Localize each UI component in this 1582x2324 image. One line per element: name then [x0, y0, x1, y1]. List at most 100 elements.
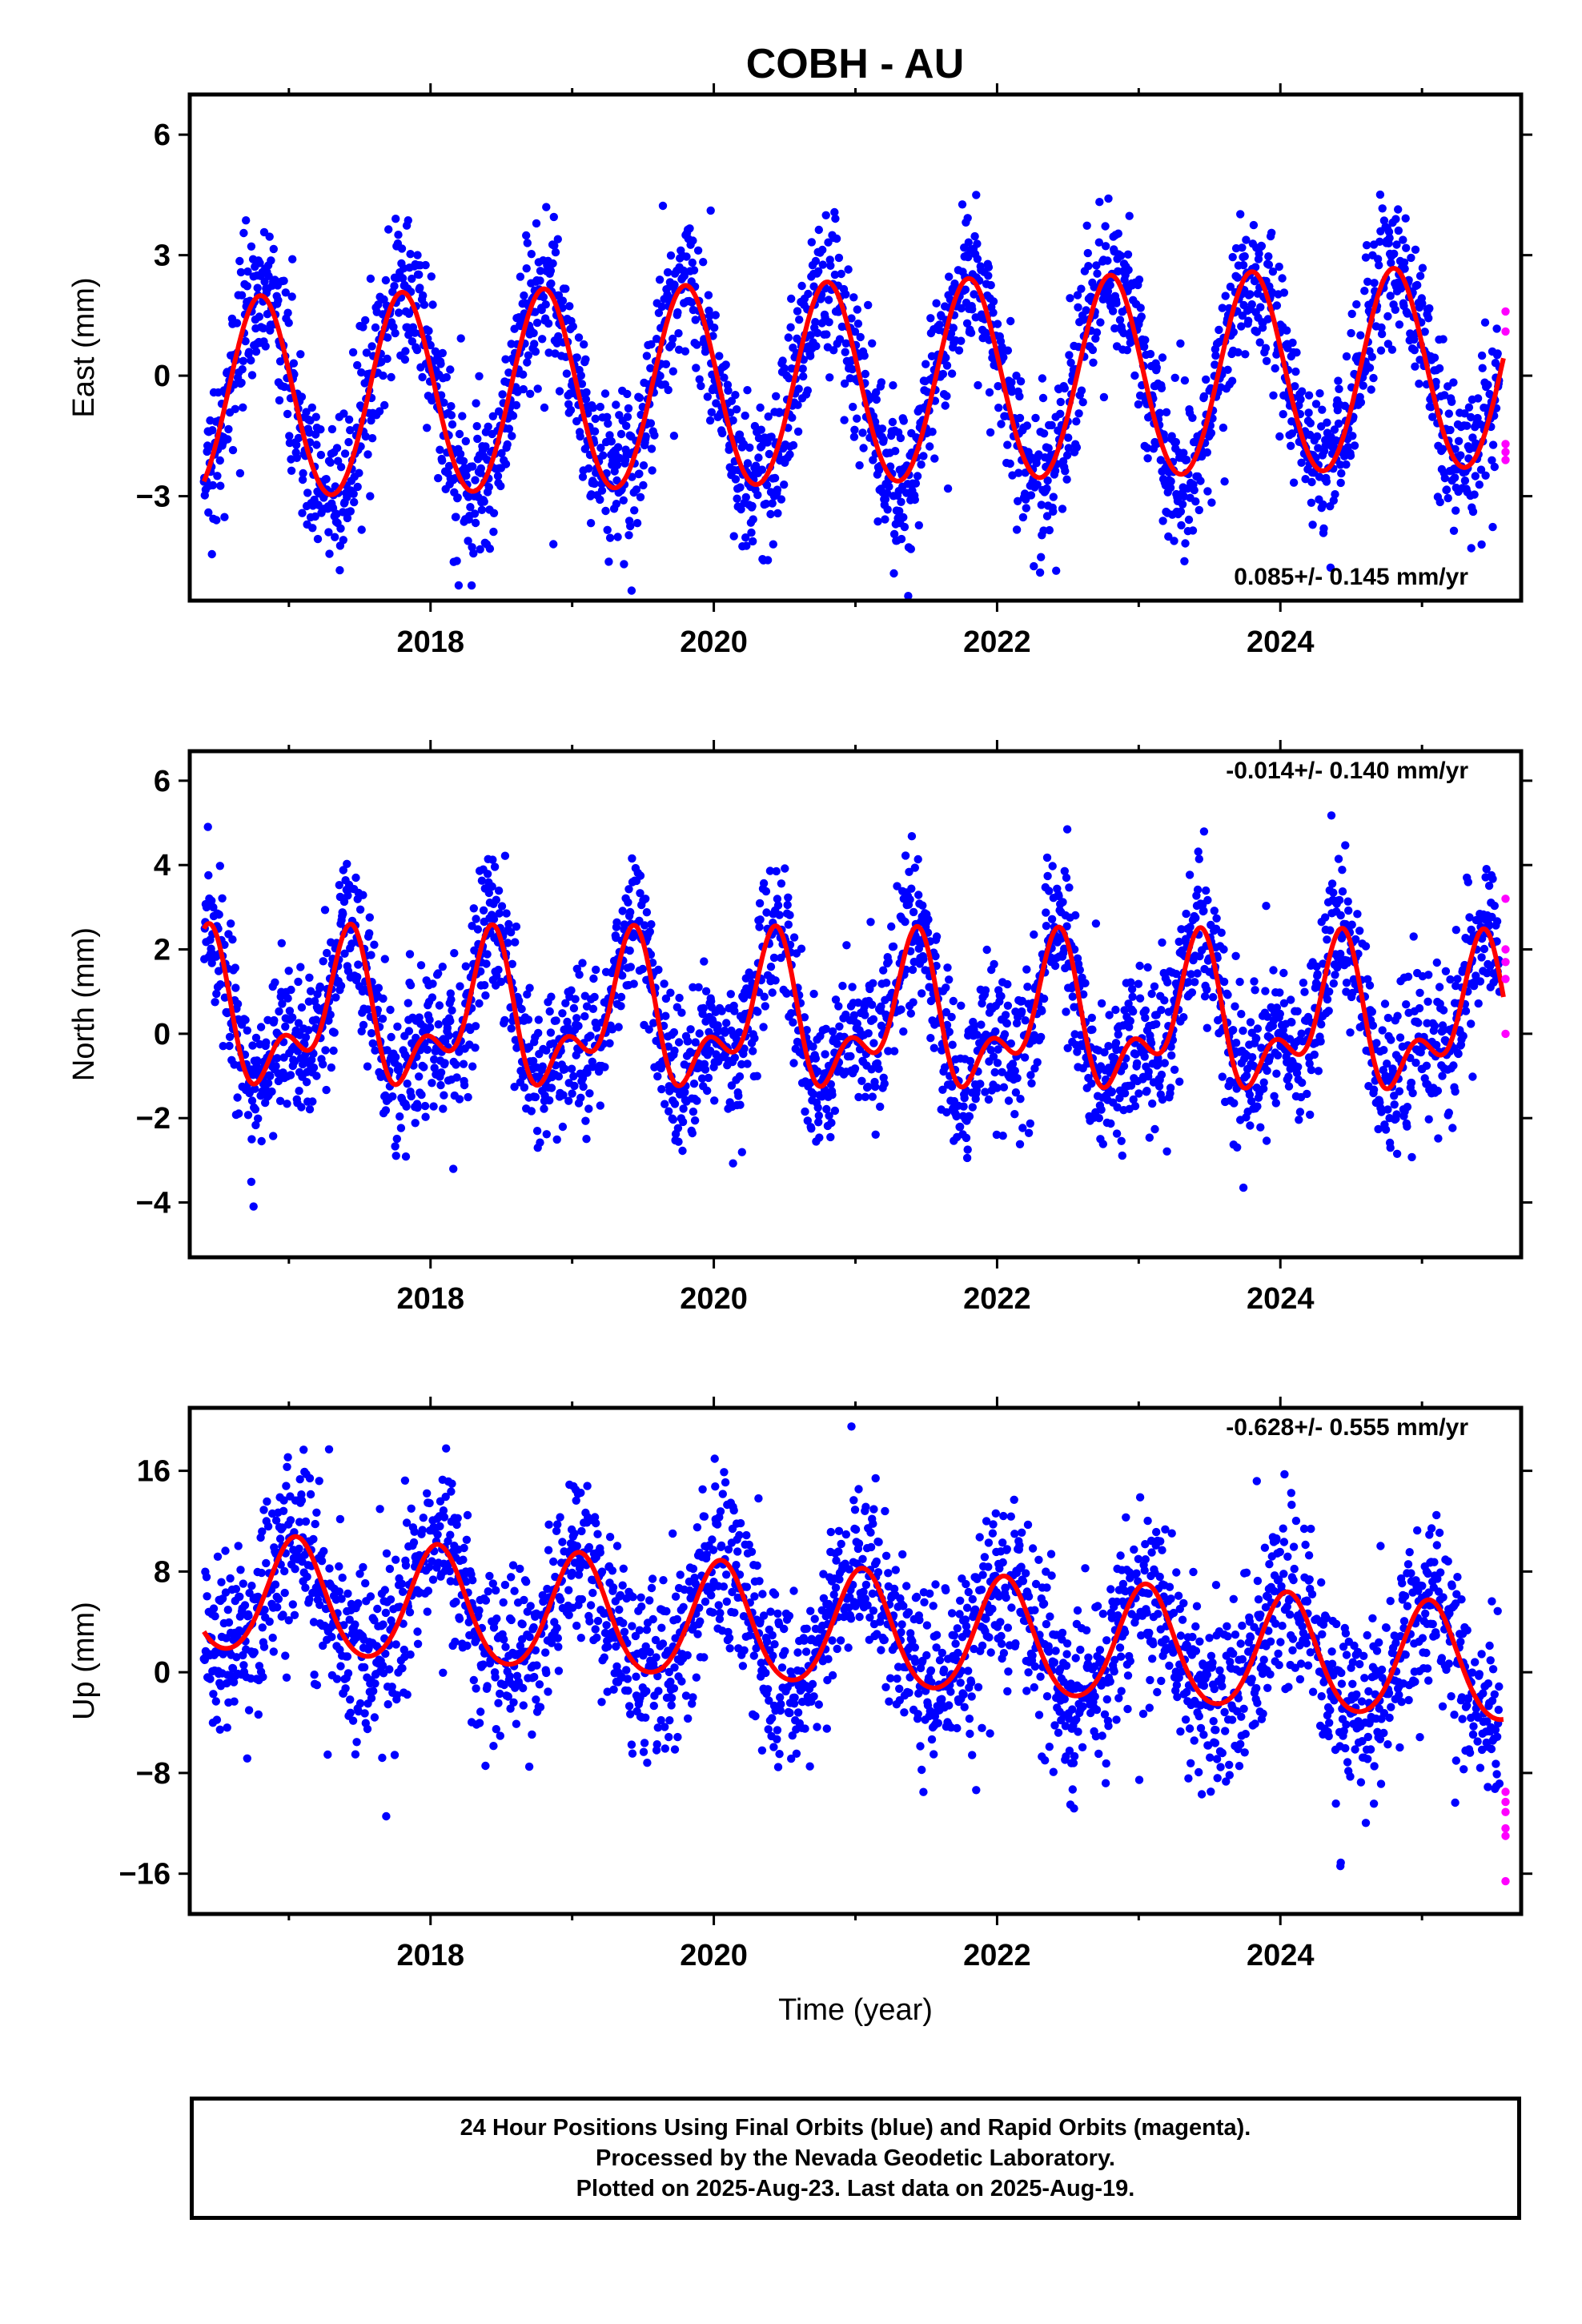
final-orbit-point [423, 424, 432, 432]
final-orbit-point [1356, 331, 1365, 340]
final-orbit-point [379, 371, 387, 380]
final-orbit-point [866, 918, 875, 927]
final-orbit-point [926, 442, 934, 451]
final-orbit-point [1272, 301, 1282, 310]
final-orbit-point [1375, 237, 1384, 246]
final-orbit-point [1039, 429, 1049, 438]
final-orbit-point [888, 417, 897, 427]
final-orbit-point [901, 917, 909, 927]
final-orbit-point [1279, 288, 1289, 297]
final-orbit-point [1395, 1087, 1404, 1096]
velocity-rate-label: 0.085+/- 0.145 mm/yr [1234, 564, 1468, 590]
final-orbit-point [879, 966, 888, 975]
final-orbit-point [605, 1039, 614, 1048]
final-orbit-point [225, 1041, 234, 1051]
final-orbit-point [1134, 979, 1143, 988]
final-orbit-point [889, 942, 898, 951]
final-orbit-point [1368, 1021, 1378, 1030]
final-orbit-point [389, 323, 398, 332]
final-orbit-point [657, 302, 666, 312]
final-orbit-point [1400, 264, 1409, 273]
final-orbit-point [612, 476, 621, 485]
final-orbit-point [532, 318, 542, 328]
final-orbit-point [1023, 983, 1032, 991]
final-orbit-point [1101, 222, 1110, 231]
final-orbit-point [841, 348, 849, 356]
final-orbit-point [647, 444, 656, 453]
final-orbit-point [1347, 920, 1356, 929]
final-orbit-point [1012, 372, 1021, 380]
final-orbit-point [489, 509, 499, 517]
final-orbit-point [558, 1122, 568, 1132]
final-orbit-point [527, 1107, 536, 1116]
final-orbit-point [551, 349, 560, 358]
final-orbit-point [367, 416, 375, 425]
final-orbit-point [759, 1023, 768, 1031]
final-orbit-point [339, 897, 349, 907]
final-orbit-point [1299, 979, 1308, 987]
final-orbit-point [484, 888, 493, 898]
final-orbit-point [1148, 1099, 1157, 1108]
final-orbit-point [999, 353, 1008, 362]
final-orbit-point [710, 1096, 719, 1105]
final-orbit-point [1002, 1019, 1012, 1028]
final-orbit-point [1229, 1026, 1238, 1035]
final-orbit-point [351, 873, 360, 883]
final-orbit-point [1229, 328, 1239, 336]
final-orbit-point [825, 373, 834, 382]
final-orbit-point [1241, 350, 1250, 359]
final-orbit-point [620, 560, 628, 569]
final-orbit-point [326, 458, 335, 467]
final-orbit-point [743, 1059, 752, 1068]
final-orbit-point [555, 387, 564, 396]
final-orbit-point [264, 271, 273, 280]
final-orbit-point [1356, 398, 1366, 407]
final-orbit-point [921, 360, 930, 368]
final-orbit-point [811, 1054, 821, 1063]
final-orbit-point [1297, 1029, 1306, 1038]
final-orbit-point [883, 489, 892, 498]
final-orbit-point [1136, 304, 1145, 312]
final-orbit-point [760, 992, 769, 1001]
final-orbit-point [1247, 300, 1256, 309]
final-orbit-point [326, 1010, 335, 1019]
final-orbit-point [254, 1114, 263, 1124]
final-orbit-point [1143, 963, 1152, 972]
final-orbit-point [623, 389, 632, 399]
final-orbit-point [887, 922, 896, 931]
final-orbit-point [907, 884, 916, 893]
final-orbit-point [475, 999, 484, 1008]
final-orbit-point [468, 462, 477, 471]
final-orbit-point [848, 364, 857, 374]
final-orbit-point [539, 292, 548, 302]
final-orbit-point [721, 360, 730, 369]
final-orbit-point [307, 1055, 316, 1064]
final-orbit-point [1294, 1063, 1303, 1072]
final-orbit-point [743, 386, 752, 395]
final-orbit-point [510, 1083, 519, 1092]
final-orbit-point [1087, 1079, 1096, 1088]
final-orbit-point [1414, 1019, 1423, 1027]
final-orbit-point [632, 519, 642, 528]
final-orbit-point [1203, 895, 1212, 905]
final-orbit-point [402, 1102, 411, 1111]
final-orbit-point [469, 904, 478, 913]
final-orbit-point [540, 1104, 548, 1113]
final-orbit-point [1140, 1052, 1149, 1061]
final-orbit-point [856, 332, 865, 342]
final-orbit-point [755, 899, 765, 908]
final-orbit-point [999, 1083, 1009, 1092]
final-orbit-point [1097, 1105, 1106, 1114]
final-orbit-point [656, 372, 665, 380]
final-orbit-point [415, 270, 424, 279]
final-orbit-point [374, 300, 383, 309]
final-orbit-point [365, 913, 374, 922]
final-orbit-point [1334, 376, 1343, 385]
final-orbit-point [367, 951, 375, 959]
final-orbit-point [1087, 1013, 1097, 1023]
final-orbit-point [1185, 870, 1195, 879]
final-orbit-point [624, 885, 633, 894]
final-orbit-point [1252, 328, 1262, 336]
final-orbit-point [857, 1076, 866, 1086]
final-orbit-point [1399, 235, 1407, 244]
